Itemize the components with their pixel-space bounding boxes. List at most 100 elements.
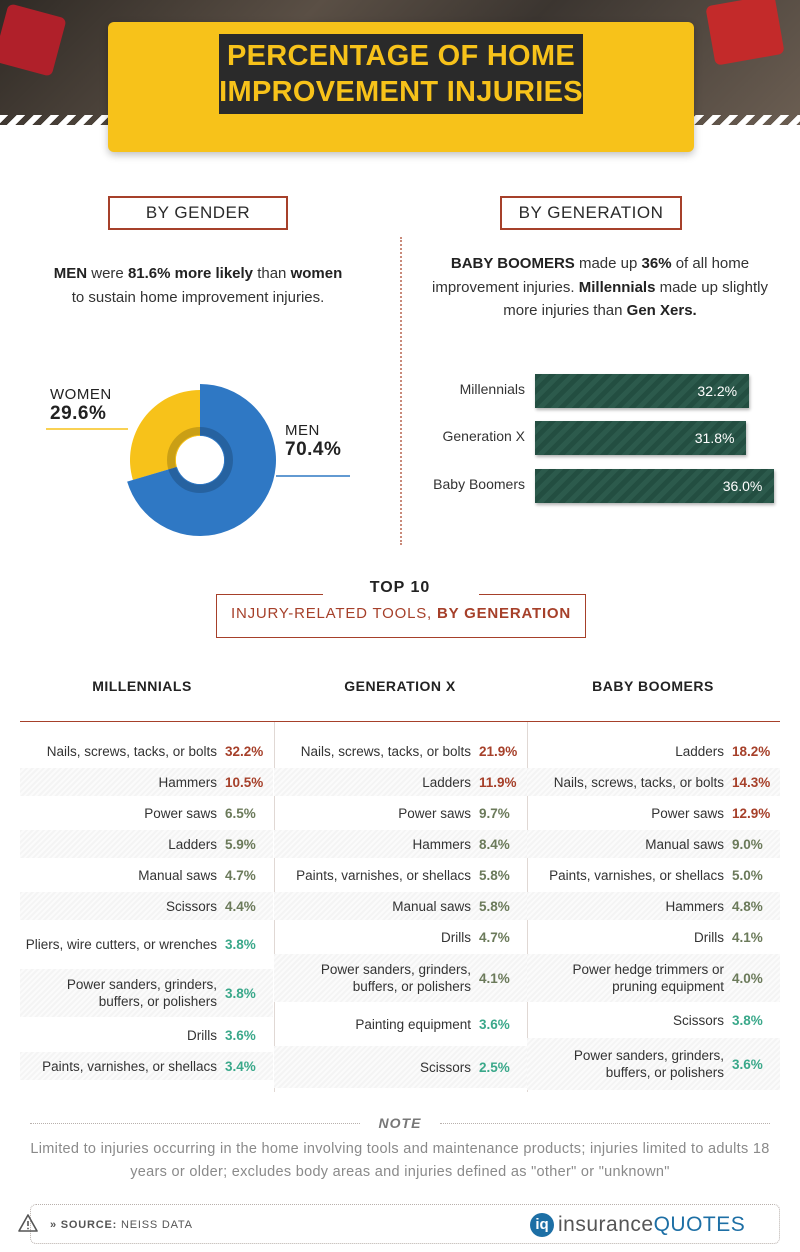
table-row: Pliers, wire cutters, or wrenches 3.8% — [20, 923, 273, 965]
tool-name: Power sanders, grinders, buffers, or pol… — [573, 1048, 724, 1080]
tool-percentage: 3.8% — [732, 1012, 763, 1028]
text-made-up: made up — [574, 255, 642, 272]
tool-name: Power saws — [144, 805, 217, 821]
tool-percentage: 6.5% — [225, 805, 256, 821]
tool-name: Drills — [187, 1027, 217, 1043]
tool-name: Painting equipment — [355, 1016, 471, 1032]
tool-percentage: 4.4% — [225, 898, 256, 914]
tool-percentage: 3.8% — [225, 985, 256, 1001]
table-row: Manual saws 4.7% — [20, 861, 273, 889]
top10-subtitle-b: BY GENERATION — [436, 605, 572, 622]
table-row: Power saws 9.7% — [274, 799, 527, 827]
table-row: Power sanders, grinders, buffers, or pol… — [274, 954, 527, 1002]
source-prefix: » SOURCE: — [50, 1219, 118, 1231]
tool-name: Manual saws — [645, 836, 724, 852]
tool-percentage: 18.2% — [732, 743, 771, 759]
tool-name: Scissors — [419, 1059, 471, 1075]
text-were: were — [87, 265, 128, 282]
page-title: PERCENTAGE OF HOME IMPROVEMENT INJURIES — [219, 34, 583, 114]
tool-name: Ladders — [422, 774, 471, 790]
tool-name: Drills — [441, 929, 471, 945]
bar-label: Baby Boomers — [433, 476, 525, 492]
bar: 31.8% — [535, 421, 747, 455]
pie-leader-lines — [46, 428, 350, 477]
table-row: Ladders 11.9% — [274, 768, 527, 796]
tool-percentage: 3.8% — [225, 936, 256, 952]
women-label: WOMEN 29.6% — [50, 386, 112, 425]
tool-percentage: 3.6% — [732, 1056, 763, 1072]
logo-mark-icon: iq — [530, 1213, 554, 1237]
table-row: Hammers 10.5% — [20, 768, 273, 796]
tool-percentage: 9.7% — [479, 805, 510, 821]
title-line-2: IMPROVEMENT INJURIES — [219, 76, 583, 108]
table-row: Nails, screws, tacks, or bolts 21.9% — [274, 737, 527, 765]
table-row: Painting equipment 3.6% — [274, 1006, 527, 1042]
toolbox-decoration — [0, 3, 67, 77]
note-title: NOTE — [378, 1115, 422, 1131]
tool-percentage: 3.6% — [479, 1016, 510, 1032]
tool-percentage: 4.1% — [479, 970, 510, 986]
text-women: women — [290, 265, 343, 282]
tool-percentage: 5.9% — [225, 836, 256, 852]
table-row: Scissors 3.8% — [527, 1006, 780, 1034]
source-text: NEISS DATA — [117, 1219, 193, 1231]
table-row: Hammers 4.8% — [527, 892, 780, 920]
text-gen-xers: Gen Xers. — [626, 302, 697, 319]
table-row: Scissors 2.5% — [274, 1046, 527, 1088]
top10-subtitle-a: INJURY-RELATED TOOLS, — [230, 605, 437, 622]
tool-percentage: 10.5% — [225, 774, 264, 790]
title-line-1: PERCENTAGE OF HOME — [226, 40, 576, 72]
tool-name: Power sanders, grinders, buffers, or pol… — [66, 977, 217, 1009]
bar: 36.0% — [535, 469, 775, 503]
tool-name: Paints, varnishes, or shellacs — [42, 1058, 217, 1074]
col-header-boomers: BABY BOOMERS — [592, 678, 714, 694]
table-row: Ladders 5.9% — [20, 830, 273, 858]
bar: 32.2% — [535, 374, 750, 408]
note-rule-right — [440, 1123, 770, 1124]
men-label-name: MEN — [285, 422, 320, 439]
tool-percentage: 8.4% — [479, 836, 510, 852]
tool-name: Power saws — [651, 805, 724, 821]
tool-percentage: 4.8% — [732, 898, 763, 914]
men-slice — [127, 384, 276, 536]
tool-name: Manual saws — [392, 898, 471, 914]
bar-label: Generation X — [442, 428, 526, 444]
tool-name: Power sanders, grinders, buffers, or pol… — [320, 962, 471, 994]
gender-description: MEN were 81.6% more likely than women to… — [50, 262, 346, 309]
by-gender-heading: BY GENDER — [108, 196, 288, 230]
tool-name: Scissors — [165, 898, 217, 914]
table-row: Power hedge trimmers or pruning equipmen… — [527, 954, 780, 1002]
tool-name: Nails, screws, tacks, or bolts — [553, 774, 724, 790]
top10-title: TOP 10 — [369, 579, 431, 596]
gender-donut-chart — [127, 384, 276, 536]
tool-percentage: 4.0% — [732, 970, 763, 986]
text-sustain: to sustain home improvement injuries. — [71, 288, 325, 306]
women-slice — [130, 390, 200, 480]
table-row: Paints, varnishes, or shellacs 3.4% — [20, 1052, 273, 1080]
tool-percentage: 32.2% — [225, 743, 264, 759]
logo-word-insurance: insurance — [558, 1213, 654, 1236]
col-header-genx: GENERATION X — [344, 678, 456, 694]
tool-percentage: 3.6% — [225, 1027, 256, 1043]
insurancequotes-logo[interactable]: iq insurance QUOTES — [530, 1212, 745, 1238]
table-row: Power saws 6.5% — [20, 799, 273, 827]
tool-percentage: 4.7% — [225, 867, 256, 883]
tool-percentage: 14.3% — [732, 774, 771, 790]
tool-name: Hammers — [665, 898, 724, 914]
text-than: than — [253, 265, 291, 282]
text-slightly-more: made up slightly more injuries than — [503, 278, 768, 320]
tool-percentage: 9.0% — [732, 836, 763, 852]
donut-hole — [176, 436, 224, 484]
tool-name: Ladders — [168, 836, 217, 852]
text-millennials: Millennials — [578, 278, 656, 296]
tool-name: Power hedge trimmers or pruning equipmen… — [572, 962, 724, 994]
footer-box — [30, 1204, 780, 1244]
note-rule-left — [30, 1123, 360, 1124]
source-credit: » SOURCE: NEISS DATA — [50, 1219, 193, 1231]
tool-name: Ladders — [675, 743, 724, 759]
table-row: Power sanders, grinders, buffers, or pol… — [20, 969, 273, 1017]
tool-decoration — [705, 0, 785, 66]
bar-label: Millennials — [459, 381, 525, 397]
tool-percentage: 4.1% — [732, 929, 763, 945]
tool-name: Manual saws — [138, 867, 217, 883]
